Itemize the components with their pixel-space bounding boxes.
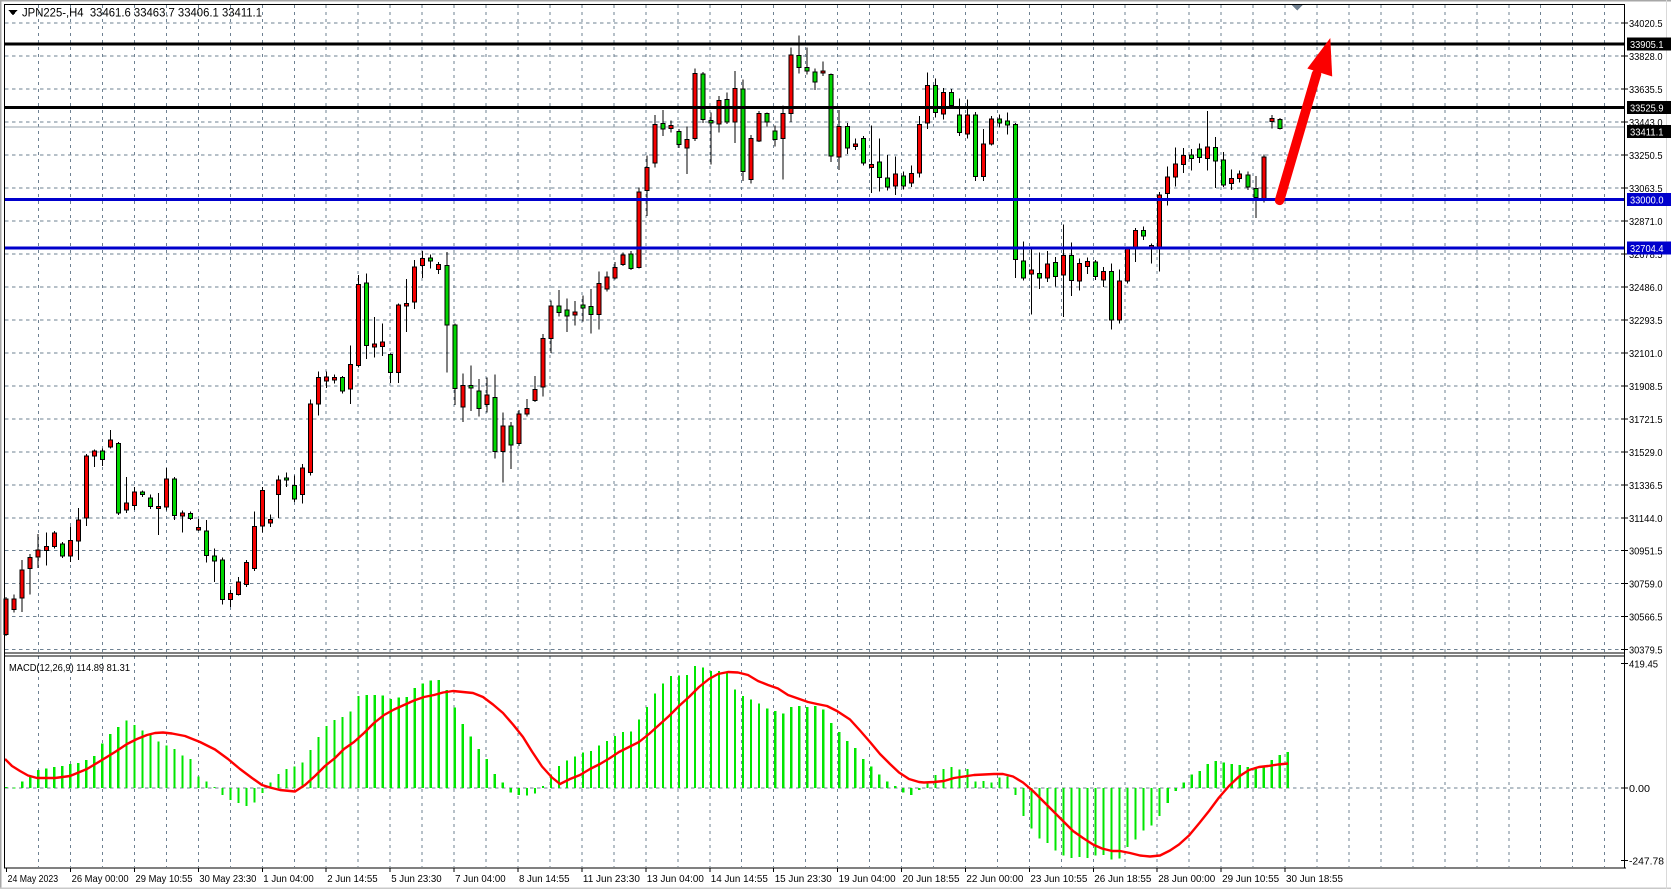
svg-text:31144.0: 31144.0	[1629, 513, 1663, 525]
svg-text:0.00: 0.00	[1629, 783, 1650, 795]
svg-text:24 May 2023: 24 May 2023	[8, 873, 59, 885]
svg-text:MACD(12,26,9) 114.89 81.31: MACD(12,26,9) 114.89 81.31	[9, 662, 130, 674]
svg-text:26 May 00:00: 26 May 00:00	[72, 873, 129, 885]
svg-text:32704.4: 32704.4	[1630, 243, 1664, 255]
svg-text:30379.5: 30379.5	[1629, 645, 1663, 657]
svg-text:30 Jun 18:55: 30 Jun 18:55	[1286, 873, 1343, 885]
svg-text:2 Jun 14:55: 2 Jun 14:55	[327, 873, 378, 885]
svg-text:7 Jun 04:00: 7 Jun 04:00	[455, 873, 506, 885]
svg-text:8 Jun 14:55: 8 Jun 14:55	[519, 873, 570, 885]
svg-text:23 Jun 10:55: 23 Jun 10:55	[1030, 873, 1087, 885]
svg-text:30 May 23:30: 30 May 23:30	[199, 873, 256, 885]
svg-text:5 Jun 23:30: 5 Jun 23:30	[391, 873, 442, 885]
svg-text:31336.5: 31336.5	[1629, 480, 1663, 492]
svg-text:34020.5: 34020.5	[1629, 18, 1663, 30]
svg-text:15 Jun 23:30: 15 Jun 23:30	[775, 873, 832, 885]
svg-text:1 Jun 04:00: 1 Jun 04:00	[263, 873, 314, 885]
svg-text:13 Jun 04:00: 13 Jun 04:00	[647, 873, 704, 885]
svg-text:32101.0: 32101.0	[1629, 348, 1663, 360]
svg-text:419.45: 419.45	[1629, 659, 1658, 671]
svg-text:33250.5: 33250.5	[1629, 150, 1663, 162]
svg-text:14 Jun 14:55: 14 Jun 14:55	[711, 873, 768, 885]
svg-text:31529.0: 31529.0	[1629, 447, 1663, 459]
svg-text:33828.0: 33828.0	[1629, 51, 1663, 63]
svg-text:-247.78: -247.78	[1629, 856, 1664, 868]
svg-text:20 Jun 18:55: 20 Jun 18:55	[903, 873, 960, 885]
svg-text:28 Jun 00:00: 28 Jun 00:00	[1158, 873, 1215, 885]
svg-text:33905.1: 33905.1	[1630, 39, 1664, 51]
svg-text:31721.5: 31721.5	[1629, 414, 1663, 426]
svg-text:30759.0: 30759.0	[1629, 579, 1663, 591]
svg-text:JPN225-,H4 33461.6 33463.7 33: JPN225-,H4 33461.6 33463.7 33406.1 33411…	[22, 8, 262, 20]
svg-text:11 Jun 23:30: 11 Jun 23:30	[583, 873, 640, 885]
svg-text:19 Jun 04:00: 19 Jun 04:00	[839, 873, 896, 885]
svg-text:33000.0: 33000.0	[1630, 195, 1664, 207]
svg-text:30566.5: 30566.5	[1629, 612, 1663, 624]
svg-text:22 Jun 00:00: 22 Jun 00:00	[966, 873, 1023, 885]
svg-text:33525.9: 33525.9	[1630, 103, 1664, 115]
svg-text:33063.5: 33063.5	[1629, 183, 1663, 195]
svg-text:29 Jun 10:55: 29 Jun 10:55	[1222, 873, 1279, 885]
svg-text:32486.0: 32486.0	[1629, 282, 1663, 294]
svg-text:32871.0: 32871.0	[1629, 216, 1663, 228]
svg-text:30951.5: 30951.5	[1629, 546, 1663, 558]
svg-text:33635.5: 33635.5	[1629, 84, 1663, 96]
svg-text:26 Jun 18:55: 26 Jun 18:55	[1094, 873, 1151, 885]
svg-text:31908.5: 31908.5	[1629, 381, 1663, 393]
svg-text:33411.1: 33411.1	[1630, 127, 1664, 139]
svg-text:29 May 10:55: 29 May 10:55	[136, 873, 193, 885]
svg-text:32293.5: 32293.5	[1629, 315, 1663, 327]
